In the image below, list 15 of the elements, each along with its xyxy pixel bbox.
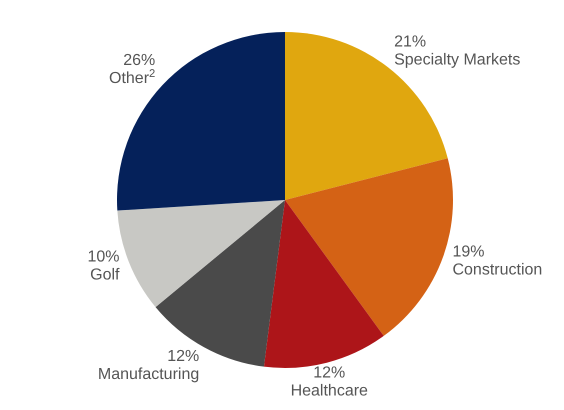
data-label: 19% bbox=[452, 243, 485, 260]
slice-label: Other$^{2}$ bbox=[108, 68, 156, 88]
pie-slice bbox=[156, 200, 285, 367]
data-label: 26% bbox=[123, 52, 156, 70]
pie-slice bbox=[264, 200, 384, 368]
data-label: 10% bbox=[87, 248, 120, 266]
data-label: 21% bbox=[394, 33, 426, 50]
data-label: 12% bbox=[313, 364, 346, 382]
slice-label: Healthcare bbox=[290, 382, 368, 400]
pie-slice bbox=[285, 158, 453, 336]
slice-label: Construction bbox=[452, 261, 542, 278]
slice-label: Manufacturing bbox=[98, 366, 200, 383]
slice-label: Golf bbox=[90, 266, 120, 284]
data-label: 12% bbox=[167, 348, 200, 365]
slice-label: Specialty Markets bbox=[394, 51, 520, 68]
